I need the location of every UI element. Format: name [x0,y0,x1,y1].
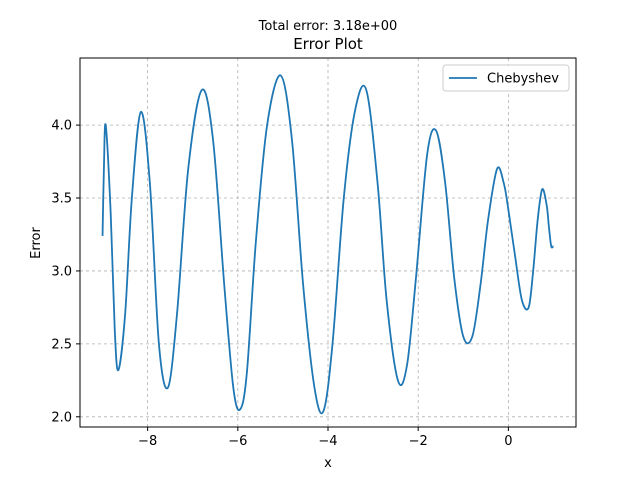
x-axis-label: x [324,456,332,471]
y-tick-label: 3.0 [51,264,72,279]
chart-title: Error Plot [293,35,363,53]
plot-area: −8 −6 −4 −2 0 2.0 2.5 3.0 3.5 4.0 Chebyshev [51,57,577,449]
x-tick-label: −6 [228,434,247,449]
y-tick-label: 2.5 [51,337,72,352]
suptitle: Total error: 3.18e+00 [258,19,398,34]
x-tick-label: −2 [409,434,428,449]
legend-label: Chebyshev [487,72,559,87]
legend-box [442,64,570,92]
x-tick-label: −8 [138,434,157,449]
x-tick-label: 0 [504,434,512,449]
x-tick-label: −4 [318,434,337,449]
y-tick-label: 4.0 [51,119,72,134]
y-axis-label: Error [29,227,44,259]
series-line-chebyshev [101,74,555,415]
y-tick-label: 2.0 [51,410,72,425]
y-tick-label: 3.5 [51,192,72,207]
